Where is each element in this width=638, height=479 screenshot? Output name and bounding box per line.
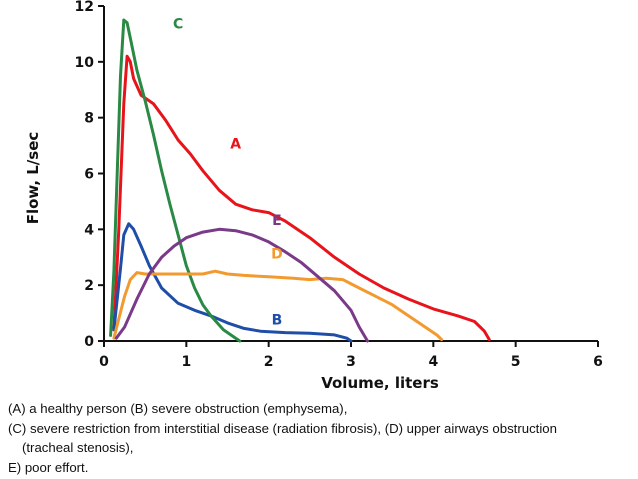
curve-label-e: E — [272, 213, 282, 229]
x-tick-label: 1 — [181, 354, 191, 370]
series-c-curve — [109, 18, 242, 343]
caption-line-2: (C) severe restriction from interstitial… — [8, 420, 557, 436]
caption-line-1: (A) a healthy person (B) severe obstruct… — [8, 401, 348, 416]
y-tick-label: 6 — [84, 167, 94, 183]
figure-caption: (A) a healthy person (B) severe obstruct… — [8, 399, 633, 477]
y-tick-label: 4 — [84, 222, 94, 238]
caption-line-4: E) poor effort. — [8, 459, 89, 475]
chart-curves — [109, 18, 491, 343]
y-tick-label: 2 — [84, 278, 94, 294]
curve-label-c: C — [173, 16, 183, 32]
curve-label-a: A — [230, 136, 241, 152]
x-tick-label: 5 — [511, 354, 521, 370]
curve-label-b: B — [272, 312, 283, 328]
chart-axes — [103, 6, 598, 342]
x-tick-label: 6 — [593, 354, 603, 370]
y-tick-label: 0 — [84, 334, 94, 350]
x-axis-title: Volume, liters — [321, 374, 439, 392]
curve-label-d: D — [271, 247, 283, 263]
series-e-curve — [114, 227, 369, 343]
y-tick-label: 8 — [84, 111, 94, 127]
series-b-curve — [112, 222, 353, 343]
caption-line-3: (tracheal stenosis), — [22, 440, 134, 455]
y-axis-title: Flow, L/sec — [24, 132, 42, 225]
x-tick-label: 3 — [346, 354, 356, 370]
series-d-curve — [112, 269, 444, 342]
x-tick-label: 4 — [428, 354, 438, 370]
series-a-curve — [112, 54, 491, 342]
x-tick-label: 2 — [264, 354, 274, 370]
x-tick-label: 0 — [99, 354, 109, 370]
chart-curve-labels: A B C D E — [173, 16, 283, 328]
y-tick-label: 10 — [75, 55, 95, 71]
y-tick-label: 12 — [75, 0, 94, 15]
